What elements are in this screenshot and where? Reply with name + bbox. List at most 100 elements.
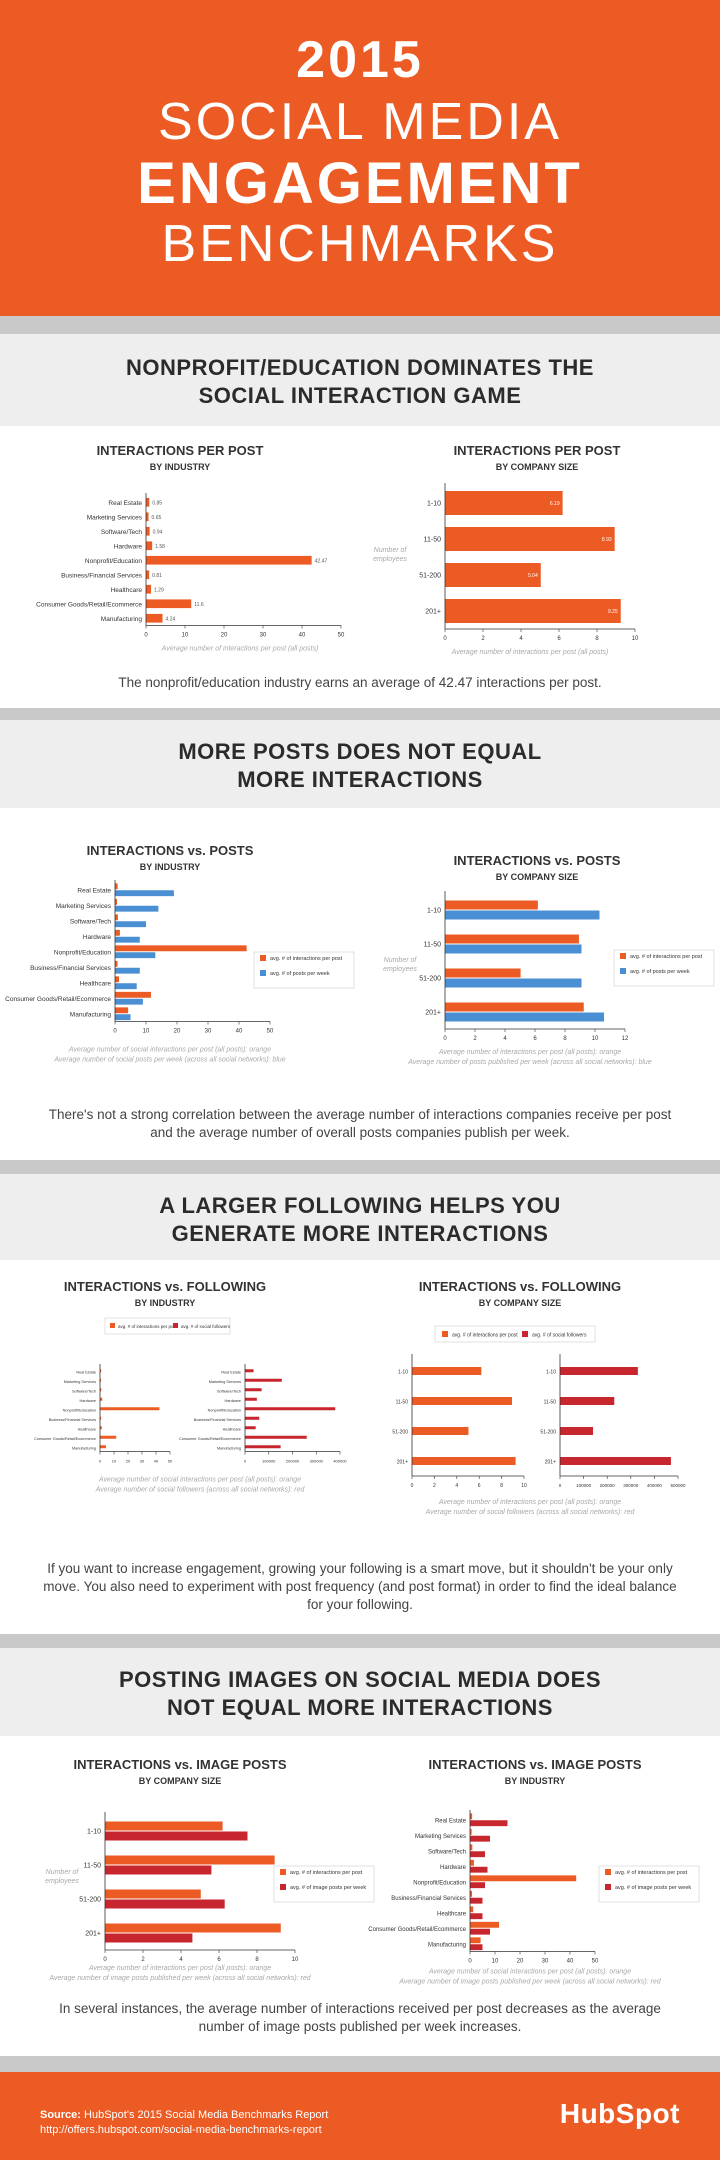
legend-label: avg. # of image posts per week xyxy=(290,1885,366,1891)
chart-footnote: Average number of social interactions pe… xyxy=(428,1969,631,1976)
value-label: 4.24 xyxy=(166,616,176,622)
category-label: 51-200 xyxy=(419,573,441,580)
category-label: Marketing Services xyxy=(56,903,112,910)
bar xyxy=(115,1014,131,1021)
category-label: Hardware xyxy=(83,934,112,941)
category-label: 1-10 xyxy=(427,501,441,508)
category-label: 201+ xyxy=(425,609,441,616)
legend-swatch xyxy=(522,1331,528,1337)
legend-box xyxy=(434,1325,596,1343)
x-tick-label: 50 xyxy=(592,1959,599,1965)
x-tick-label: 30 xyxy=(205,1029,212,1035)
legend-swatch xyxy=(442,1331,448,1337)
category-label: 201+ xyxy=(545,1460,556,1466)
x-tick-label: 200000 xyxy=(600,1483,616,1488)
bar xyxy=(115,936,140,943)
chart-footnote: Average number of interactions per post … xyxy=(451,649,609,656)
bar xyxy=(560,1397,615,1405)
legend-swatch xyxy=(173,1323,178,1328)
section-divider xyxy=(0,316,720,334)
legend-label: avg. # of interactions per post xyxy=(118,1324,178,1329)
legend-label: avg. # of interactions per post xyxy=(452,1333,518,1339)
category-label: Marketing Services xyxy=(87,514,143,521)
category-label: Consumer Goods/Retail/Ecommerce xyxy=(34,1437,96,1441)
bar xyxy=(445,599,621,623)
bar xyxy=(560,1367,638,1375)
header-line-social-media: SOCIAL MEDIA xyxy=(158,93,562,151)
bar xyxy=(105,1865,212,1875)
category-label: Manufacturing xyxy=(428,1942,466,1948)
x-tick-label: 100000 xyxy=(576,1483,592,1488)
bar xyxy=(470,1913,483,1920)
category-label: 1-10 xyxy=(427,908,441,915)
bar xyxy=(445,910,600,920)
x-tick-label: 300000 xyxy=(310,1459,324,1464)
bar xyxy=(412,1427,469,1435)
bar xyxy=(115,945,247,952)
x-tick-label: 100000 xyxy=(262,1459,276,1464)
x-tick-label: 20 xyxy=(174,1029,181,1035)
header-line-engagement: ENGAGEMENT xyxy=(137,151,583,216)
section-4-caption: In several instances, the average number… xyxy=(59,2001,661,2034)
footer: Source: HubSpot's 2015 Social Media Benc… xyxy=(0,2072,720,2160)
x-tick-label: 0 xyxy=(113,1029,117,1035)
x-tick-label: 0 xyxy=(559,1483,562,1488)
legend-swatch xyxy=(605,1884,611,1890)
x-tick-label: 0 xyxy=(468,1959,472,1965)
chart-footnote: Average number of interactions per post … xyxy=(161,646,319,653)
category-label: Software/Tech xyxy=(72,1389,96,1393)
x-tick-label: 4 xyxy=(179,1957,183,1963)
category-label: Business/Financial Services xyxy=(194,1418,241,1422)
x-tick-label: 4 xyxy=(455,1483,458,1489)
category-label: Healthcare xyxy=(223,1427,241,1431)
section-4-title-line2: NOT EQUAL MORE INTERACTIONS xyxy=(167,1695,553,1720)
bar xyxy=(115,1007,129,1014)
section-divider xyxy=(0,2056,720,2072)
bar xyxy=(115,976,119,983)
bar xyxy=(115,998,143,1005)
x-tick-label: 50 xyxy=(267,1029,274,1035)
chart-subtitle: BY INDUSTRY xyxy=(140,862,201,872)
category-label: 201+ xyxy=(85,1931,101,1938)
source-label: Source: xyxy=(40,2109,81,2121)
x-tick-label: 8 xyxy=(255,1957,259,1963)
chart-title: INTERACTIONS vs. FOLLOWING xyxy=(419,1279,621,1294)
section-divider xyxy=(0,1634,720,1648)
y-axis-label: employees xyxy=(383,966,417,973)
legend-label: avg. # of interactions per post xyxy=(270,956,343,962)
category-label: Marketing Services xyxy=(209,1380,241,1384)
source-url[interactable]: http://offers.hubspot.com/social-media-b… xyxy=(40,2124,322,2136)
legend-swatch xyxy=(605,1869,611,1875)
category-label: Manufacturing xyxy=(101,616,143,623)
bar xyxy=(105,1899,225,1909)
value-label: 11.6 xyxy=(194,602,204,608)
legend-swatch xyxy=(260,955,266,961)
bar xyxy=(470,1921,499,1928)
category-label: Hardware xyxy=(225,1399,241,1403)
category-label: Healthcare xyxy=(80,980,112,987)
section-3-title-line2: GENERATE MORE INTERACTIONS xyxy=(171,1221,549,1246)
bar xyxy=(445,1002,584,1012)
y-axis-label: Number of xyxy=(46,1869,80,1876)
legend-swatch xyxy=(280,1884,286,1890)
bar xyxy=(245,1416,260,1420)
legend-label: avg. # of interactions per post xyxy=(630,954,703,960)
chart-interactions-vs-posts-by-company-size: INTERACTIONS vs. POSTS BY COMPANY SIZE 1-1… xyxy=(383,853,715,1066)
bar xyxy=(146,570,150,580)
x-tick-label: 50 xyxy=(338,633,345,639)
category-label: 51-200 xyxy=(79,1897,101,1904)
category-label: Nonprofit/Education xyxy=(413,1880,466,1886)
chart-title: INTERACTIONS vs. POSTS xyxy=(87,843,254,858)
x-tick-label: 0 xyxy=(443,636,447,642)
value-label: 0.94 xyxy=(153,529,163,535)
bar xyxy=(445,934,579,944)
section-divider xyxy=(0,708,720,720)
chart-title: INTERACTIONS vs. IMAGE POSTS xyxy=(428,1757,641,1772)
section-1-title-line2: SOCIAL INTERACTION GAME xyxy=(198,383,522,408)
section-3-caption: If you want to increase engagement, grow… xyxy=(43,1561,677,1612)
chart-subtitle: BY COMPANY SIZE xyxy=(496,872,579,882)
section-3-title-line1: A LARGER FOLLOWING HELPS YOU xyxy=(159,1193,561,1218)
chart-footnote: Average number of social followers (acro… xyxy=(425,1509,636,1516)
chart-footnote: Average number of social posts per week … xyxy=(53,1057,285,1064)
chart-footnote: Average number of image posts published … xyxy=(398,1979,661,1986)
